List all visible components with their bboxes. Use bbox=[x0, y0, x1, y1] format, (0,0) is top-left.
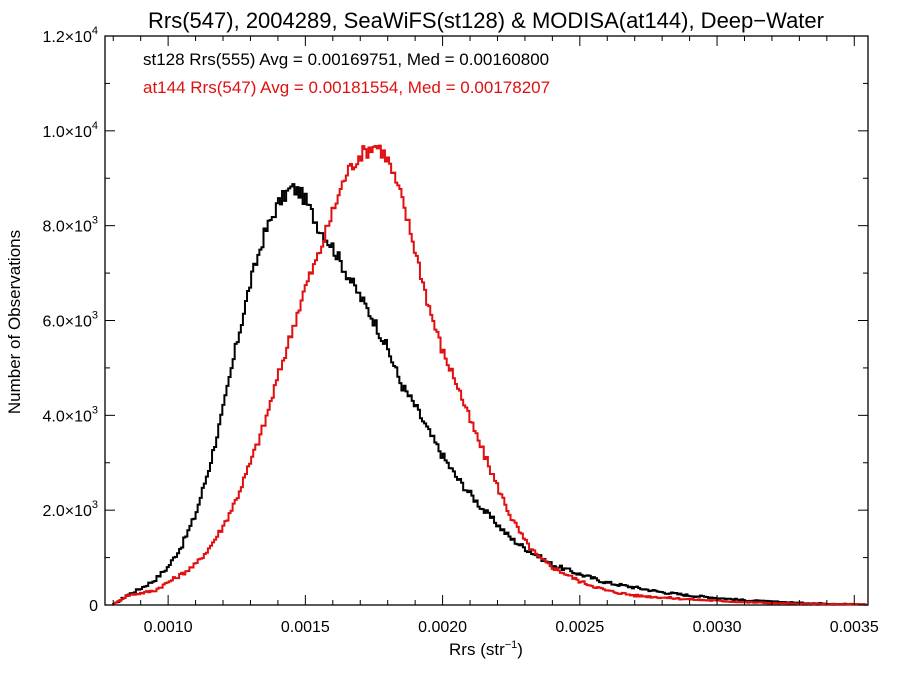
tick-labels: 0.0010 0.0015 0.0020 0.0025 0.0030 0.0035 0 2.0… bbox=[42, 25, 878, 636]
y-tick-mantissa: 1.0×10 bbox=[42, 124, 91, 141]
y-tick-label: 1.0×104 bbox=[42, 120, 98, 141]
x-axis-label: Rrs (str−1) bbox=[449, 639, 523, 659]
x-tick-label: 0.0035 bbox=[830, 619, 879, 636]
y-tick-exponent: 3 bbox=[92, 499, 98, 511]
y-tick-label: 8.0×103 bbox=[42, 215, 98, 236]
series-layer bbox=[112, 144, 868, 606]
x-tick-label: 0.0015 bbox=[281, 619, 330, 636]
axes-frame bbox=[104, 35, 869, 606]
y-tick-mantissa: 0 bbox=[89, 598, 98, 615]
x-axis-label-tail: ) bbox=[517, 640, 523, 659]
x-tick-label: 0.0020 bbox=[418, 619, 467, 636]
legend-entry-st128: st128 Rrs(555) Avg = 0.00169751, Med = 0… bbox=[143, 50, 549, 69]
y-tick-mantissa: 1.2×10 bbox=[42, 29, 91, 46]
y-axis-label: Number of Observations bbox=[5, 230, 24, 414]
series-line-st128 bbox=[112, 183, 868, 606]
x-tick-label: 0.0030 bbox=[693, 619, 742, 636]
x-axis-label-superscript: −1 bbox=[505, 639, 518, 651]
y-tick-exponent: 4 bbox=[92, 120, 98, 132]
x-axis-label-main: Rrs (str bbox=[449, 640, 505, 659]
y-tick-exponent: 3 bbox=[92, 215, 98, 227]
y-tick-label: 1.2×104 bbox=[42, 25, 98, 46]
y-tick-label: 2.0×103 bbox=[42, 499, 98, 520]
y-tick-mantissa: 4.0×10 bbox=[42, 408, 91, 425]
y-tick-mantissa: 8.0×10 bbox=[42, 219, 91, 236]
y-tick-label: 4.0×103 bbox=[42, 404, 98, 425]
x-tick-label: 0.0025 bbox=[555, 619, 604, 636]
chart-title: Rrs(547), 2004289, SeaWiFS(st128) & MODI… bbox=[148, 8, 824, 33]
y-tick-mantissa: 2.0×10 bbox=[42, 503, 91, 520]
legend-entry-at144: at144 Rrs(547) Avg = 0.00181554, Med = 0… bbox=[143, 78, 550, 97]
y-tick-exponent: 3 bbox=[92, 404, 98, 416]
y-tick-label: 6.0×103 bbox=[42, 310, 98, 331]
y-tick-mantissa: 6.0×10 bbox=[42, 314, 91, 331]
x-tick-label: 0.0010 bbox=[144, 619, 193, 636]
series-line-at144 bbox=[112, 144, 868, 606]
plot-frame bbox=[104, 35, 869, 606]
y-tick-label: 0 bbox=[89, 598, 98, 615]
y-tick-exponent: 3 bbox=[92, 310, 98, 322]
y-tick-exponent: 4 bbox=[92, 25, 98, 37]
